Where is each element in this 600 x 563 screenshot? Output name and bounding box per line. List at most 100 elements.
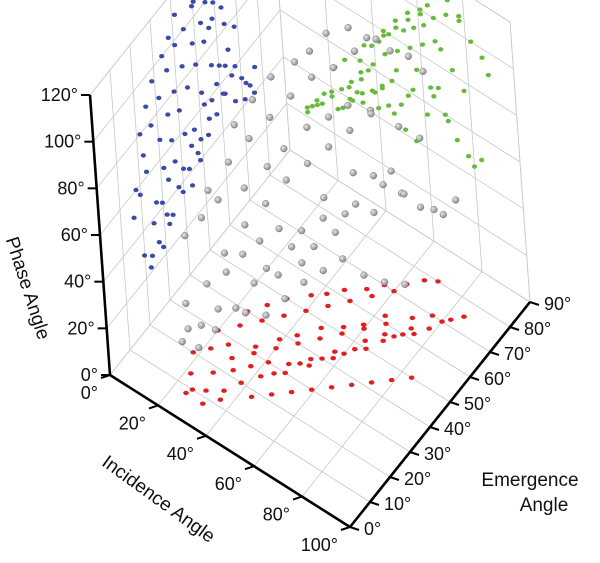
grid-line-floor-x [205, 210, 387, 437]
gray-sphere-point [298, 227, 306, 235]
green-point [405, 17, 411, 22]
blue-point [225, 47, 231, 52]
red-point [388, 377, 395, 383]
gray-sphere-point [178, 338, 186, 346]
green-point [485, 72, 491, 78]
green-point [365, 68, 371, 73]
gray-sphere-point [400, 190, 408, 198]
gray-sphere-point [248, 96, 257, 104]
red-point [230, 367, 236, 373]
red-point [264, 302, 271, 308]
gray-sphere-point [322, 29, 330, 37]
gray-sphere-point [281, 295, 289, 303]
gray-sphere-point [204, 186, 212, 195]
gray-sphere-point [303, 159, 312, 168]
pane-edge [89, 0, 167, 96]
green-point [401, 28, 407, 33]
green-point [354, 90, 360, 95]
grid-line-floor-y [129, 349, 371, 503]
grid-line-left-z [89, 0, 167, 96]
gray-sphere-point [341, 210, 349, 218]
green-point [335, 106, 341, 112]
blue-point [205, 132, 212, 138]
red-point [288, 389, 295, 395]
gray-sphere-point [262, 264, 271, 273]
green-point [444, 0, 450, 3]
green-point [369, 43, 375, 48]
red-point [332, 349, 338, 354]
red-point [360, 322, 367, 327]
gray-sphere-point [439, 211, 447, 219]
gray-sphere-point [370, 208, 378, 217]
gray-sphere-point [241, 221, 249, 229]
red-point [308, 293, 315, 298]
gray-sphere-point [395, 122, 403, 131]
grid-line-back-z [283, 56, 524, 210]
blue-point [156, 239, 162, 245]
gray-sphere-point [290, 58, 299, 66]
green-point [404, 10, 411, 15]
grid-line-floor-y [149, 324, 391, 478]
green-point [449, 67, 455, 73]
green-point [382, 52, 388, 57]
gray-sphere-point [430, 206, 438, 214]
gray-sphere-point [369, 172, 378, 180]
x-tick-label: 100° [301, 535, 338, 555]
blue-point [161, 244, 167, 250]
x-tick-label: 40° [167, 444, 194, 464]
green-point [398, 102, 404, 107]
red-point [308, 356, 314, 362]
y-tick [469, 376, 480, 381]
x-tick [148, 404, 159, 410]
blue-point [229, 73, 235, 78]
blue-point [209, 97, 215, 103]
red-point [282, 370, 289, 376]
gray-sphere-point [350, 47, 359, 55]
red-point [276, 337, 283, 342]
y-tick [369, 501, 380, 506]
red-point [265, 360, 272, 365]
grid-line-floor-y [169, 299, 411, 453]
green-point [391, 111, 397, 116]
blue-point [176, 184, 182, 190]
gray-sphere-point [344, 24, 352, 32]
red-point [210, 370, 216, 375]
y-tick [409, 451, 420, 456]
y-tick-label: 80° [524, 319, 551, 339]
green-point [424, 3, 430, 8]
blue-point [201, 102, 207, 107]
red-point [183, 390, 189, 396]
green-point [346, 85, 352, 90]
blue-point [157, 137, 163, 143]
blue-point [231, 24, 237, 29]
red-point [340, 324, 347, 330]
green-point [417, 7, 423, 12]
blue-point [195, 150, 201, 156]
red-point [429, 313, 436, 318]
green-point [479, 55, 485, 60]
grid-line-left-z [96, 0, 248, 189]
gray-sphere-point [308, 73, 316, 81]
red-point [306, 363, 313, 368]
green-point [358, 77, 364, 82]
green-point [456, 18, 462, 24]
red-point [461, 314, 467, 319]
y-axis-label-line1: Emergence [481, 470, 578, 491]
green-point [340, 105, 346, 111]
red-point [217, 397, 224, 402]
green-point [471, 164, 478, 169]
red-point [426, 326, 433, 331]
red-point [400, 332, 406, 337]
green-point [392, 18, 398, 23]
green-point [407, 45, 413, 50]
blue-point [190, 0, 196, 4]
green-point [342, 57, 348, 63]
y-tick-label: 90° [544, 294, 571, 314]
projection-points [131, 0, 491, 406]
green-point [468, 39, 474, 44]
green-point [381, 33, 387, 38]
green-point [443, 12, 449, 17]
gray-sphere-point [300, 278, 308, 286]
gray-sphere-point [419, 67, 427, 76]
gray-sphere-point [325, 113, 333, 121]
